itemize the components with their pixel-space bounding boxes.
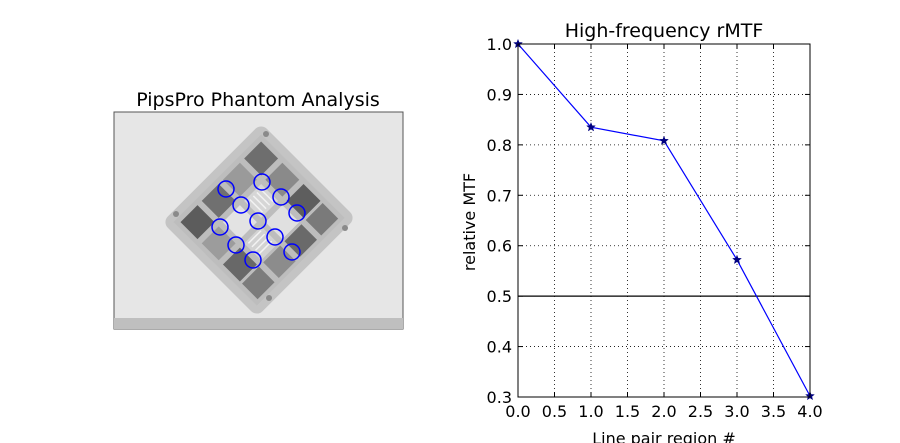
phantom-title: PipsPro Phantom Analysis — [136, 89, 380, 111]
phantom-image — [114, 112, 403, 329]
x-tick-label: 2.5 — [688, 402, 713, 421]
x-tick-label: 4.0 — [797, 402, 822, 421]
y-tick-label: 0.8 — [487, 136, 512, 155]
mtf-chart: High-frequency rMTF 0.0 0.5 1.0 1.5 2.0 2.5 3.… — [460, 20, 823, 443]
data-point-marker — [733, 255, 742, 263]
data-point-marker — [660, 136, 669, 144]
series-markers — [514, 40, 815, 400]
x-tick-label: 0.5 — [542, 402, 567, 421]
y-tick-label: 0.6 — [487, 237, 512, 256]
y-tick-label: 0.3 — [487, 388, 512, 407]
x-tick-label: 1.5 — [615, 402, 640, 421]
x-tick-label: 2.0 — [651, 402, 676, 421]
y-axis-label: relative MTF — [460, 173, 479, 271]
x-tick-label: 3.0 — [724, 402, 749, 421]
chart-title: High-frequency rMTF — [565, 20, 764, 42]
phantom-panel: PipsPro Phantom Analysis — [114, 89, 403, 329]
x-tick-labels: 0.0 0.5 1.0 1.5 2.0 2.5 3.0 3.5 4.0 — [505, 402, 822, 421]
y-tick-label: 1.0 — [487, 35, 512, 54]
y-tick-labels: 0.3 0.4 0.5 0.6 0.7 0.8 0.9 1.0 — [487, 35, 512, 407]
y-tick-label: 0.4 — [487, 338, 512, 357]
y-tick-label: 0.9 — [487, 85, 512, 104]
x-tick-label: 3.5 — [761, 402, 786, 421]
y-tick-label: 0.5 — [487, 287, 512, 306]
x-tick-label: 1.0 — [578, 402, 603, 421]
x-axis-label: Line pair region # — [592, 429, 736, 443]
y-tick-label: 0.7 — [487, 186, 512, 205]
chart-grid — [518, 44, 810, 397]
